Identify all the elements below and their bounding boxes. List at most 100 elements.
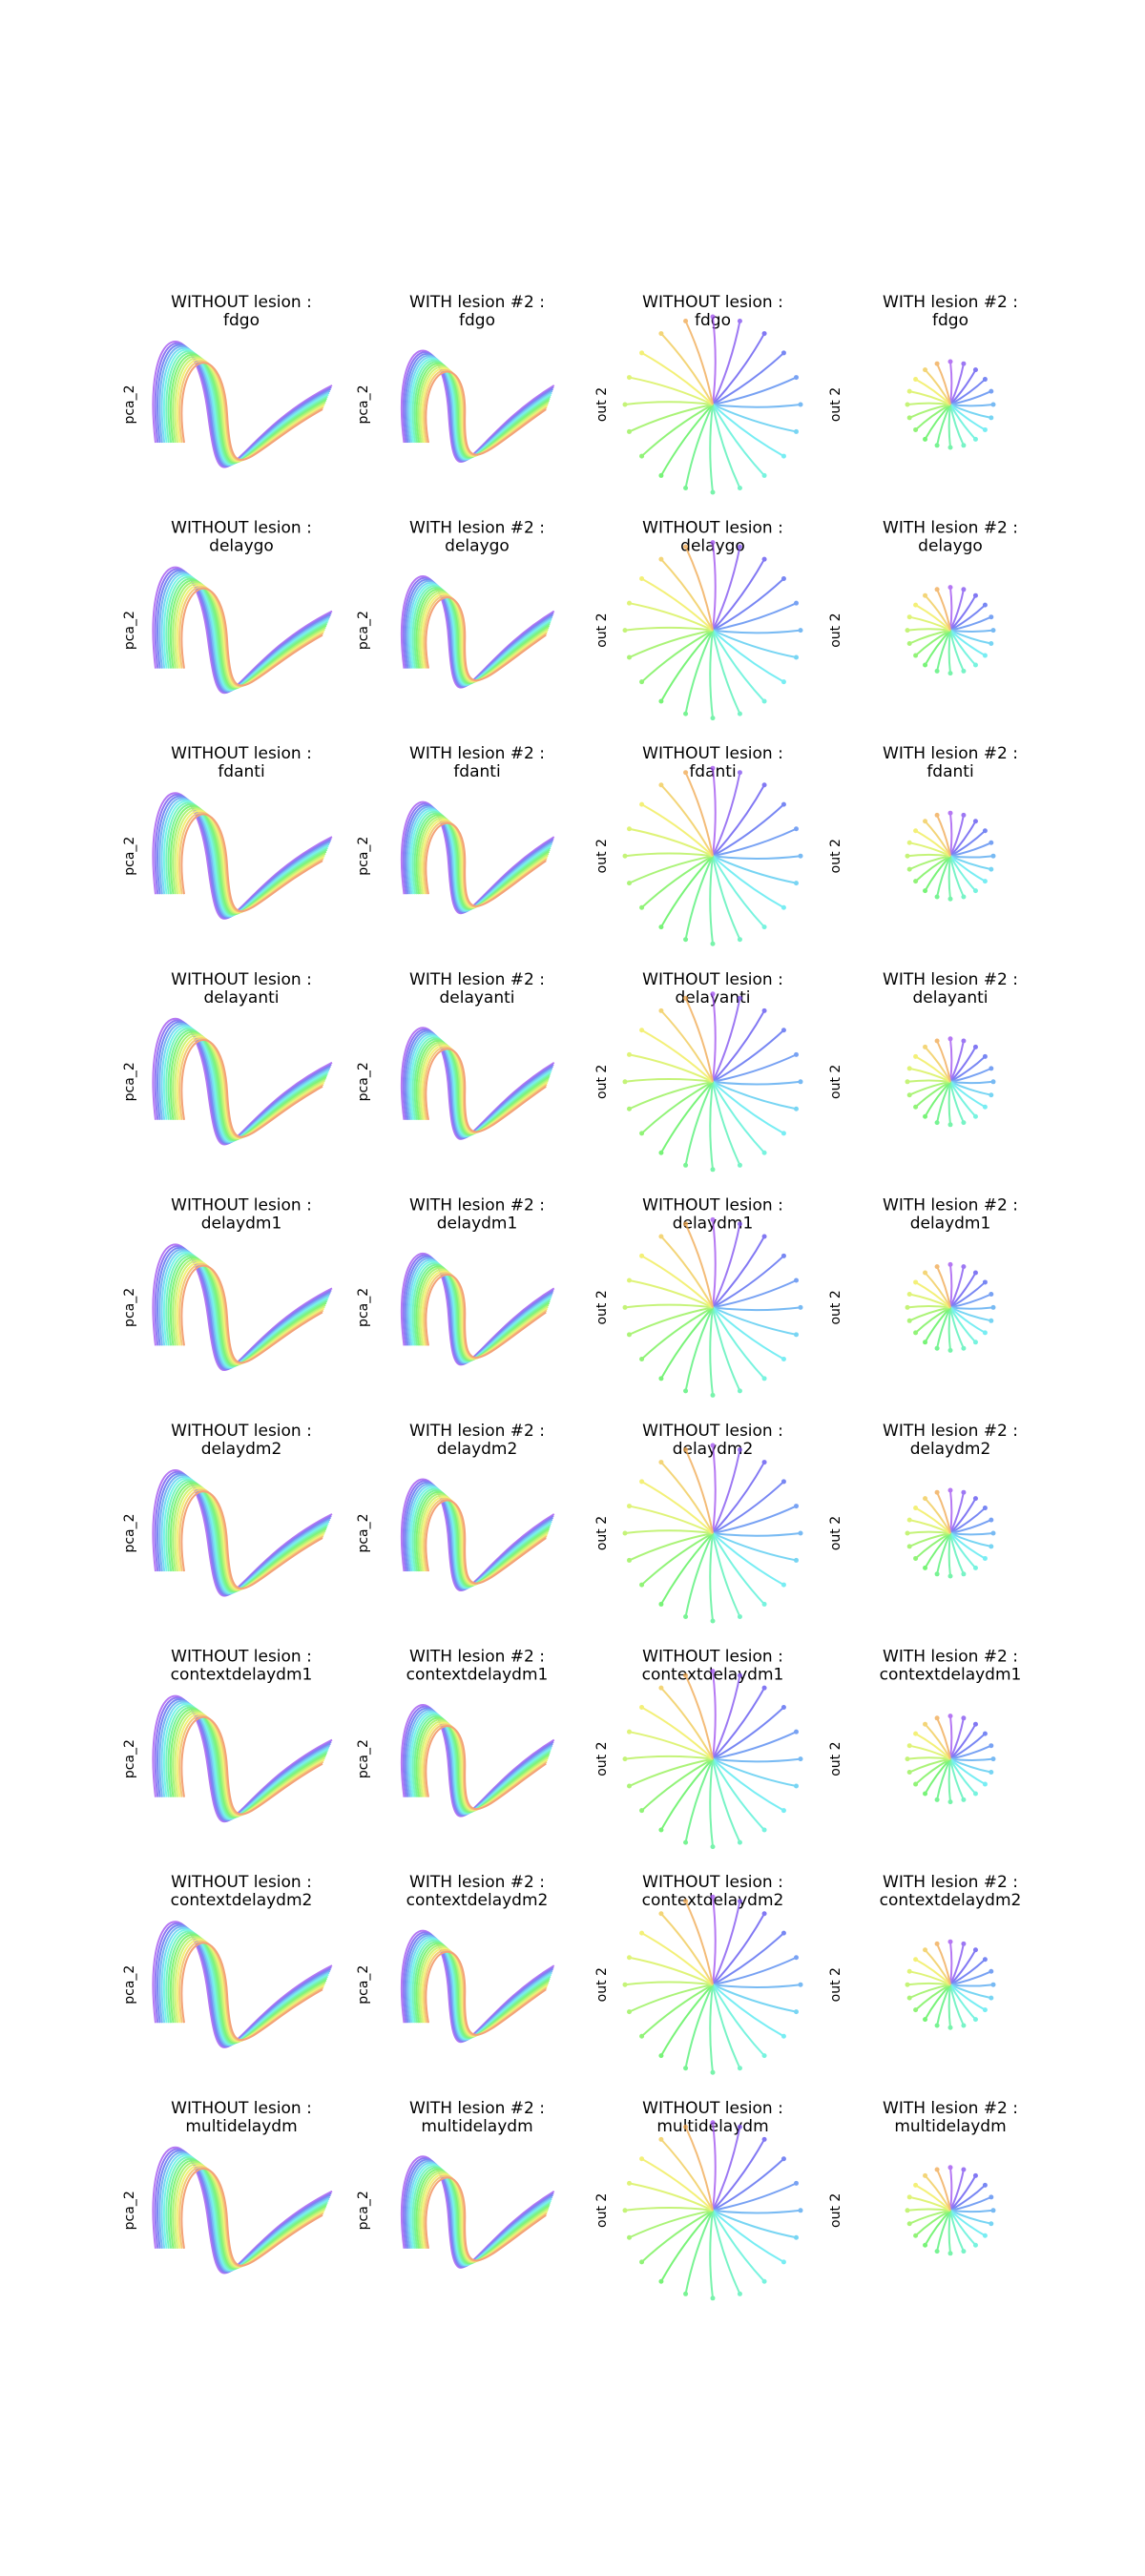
endpoint xyxy=(683,711,689,717)
trajectory xyxy=(949,1942,953,1985)
trajectory xyxy=(949,855,991,871)
endpoint xyxy=(913,1053,919,1059)
endpoint xyxy=(627,881,633,886)
trajectory xyxy=(712,1081,741,1166)
panel-title: fdgo xyxy=(932,311,968,330)
trajectory xyxy=(712,333,765,405)
trajectory xyxy=(629,404,714,433)
trajectory xyxy=(906,853,951,858)
panel-title: contextdelaydm1 xyxy=(880,1666,1022,1685)
panel-title: delaydm2 xyxy=(437,1440,518,1459)
endpoint xyxy=(913,1330,919,1336)
trajectory xyxy=(709,1081,714,1170)
endpoint xyxy=(622,402,628,407)
endpoint xyxy=(961,1038,967,1044)
endpoint xyxy=(906,1318,912,1323)
trajectory xyxy=(909,1744,951,1760)
endpoint xyxy=(627,1729,633,1735)
endpoint xyxy=(627,826,633,832)
trajectory xyxy=(712,1706,785,1760)
endpoint xyxy=(761,698,767,704)
endpoint xyxy=(710,1392,716,1398)
endpoint xyxy=(972,1947,978,1953)
endpoint xyxy=(982,426,988,432)
trajectory xyxy=(712,855,784,909)
endpoint xyxy=(982,1104,988,1110)
endpoint xyxy=(627,1783,633,1789)
endpoint xyxy=(934,361,940,366)
endpoint xyxy=(737,2066,742,2071)
endpoint xyxy=(982,2233,988,2238)
trajectory xyxy=(425,1274,547,1359)
trajectory xyxy=(409,1260,552,1363)
endpoint xyxy=(905,402,910,407)
endpoint xyxy=(627,1106,633,1111)
trajectory xyxy=(936,2169,951,2211)
panel-title: delayanti xyxy=(912,988,988,1008)
endpoint xyxy=(934,894,940,900)
trajectory xyxy=(160,572,330,692)
endpoint xyxy=(793,2234,799,2240)
trajectory xyxy=(924,1984,951,2021)
trajectory xyxy=(915,378,951,405)
endpoint xyxy=(710,1844,716,1850)
endpoint xyxy=(961,2249,967,2254)
trajectory xyxy=(924,594,951,632)
endpoint xyxy=(982,879,988,884)
trajectory xyxy=(949,361,953,405)
panel-title: delaygo xyxy=(445,537,510,556)
trajectories xyxy=(622,2120,803,2301)
trajectory xyxy=(180,1942,323,2042)
trajectory xyxy=(660,2210,714,2282)
trajectory xyxy=(936,1040,951,1082)
endpoint xyxy=(781,1028,786,1033)
y-axis-label: pca_2 xyxy=(122,2191,137,2230)
y-axis-label: out 2 xyxy=(594,839,610,873)
y-axis-label: out 2 xyxy=(828,2193,843,2228)
endpoint xyxy=(961,1489,967,1495)
trajectory xyxy=(425,1950,547,2036)
trajectory xyxy=(712,2138,765,2212)
trajectory xyxy=(425,1048,547,1133)
trajectory xyxy=(949,1081,986,1109)
endpoint xyxy=(639,2259,645,2265)
trajectory xyxy=(709,404,714,493)
y-axis-label: out 2 xyxy=(594,387,610,422)
endpoint xyxy=(627,654,633,660)
endpoint xyxy=(658,782,664,788)
endpoint xyxy=(658,1150,664,1155)
trajectory xyxy=(712,1913,765,1985)
trajectory xyxy=(949,2184,987,2212)
trajectory xyxy=(949,1758,977,1795)
endpoint xyxy=(905,1756,910,1762)
trajectory xyxy=(660,1306,714,1380)
endpoint xyxy=(972,1113,978,1119)
endpoint xyxy=(710,1669,716,1674)
trajectory xyxy=(909,1293,951,1309)
trajectories xyxy=(400,800,555,915)
endpoint xyxy=(658,1460,664,1465)
trajectory xyxy=(949,1949,977,1985)
endpoint xyxy=(923,2172,928,2178)
trajectory xyxy=(425,370,547,456)
panel-title: WITHOUT lesion : xyxy=(171,744,312,763)
endpoint xyxy=(923,1113,928,1119)
panel-title: contextdelaydm2 xyxy=(406,1891,549,1910)
endpoint xyxy=(989,1092,994,1098)
trajectory xyxy=(684,630,714,715)
y-axis-label: out 2 xyxy=(594,1065,610,1099)
endpoint xyxy=(761,2136,767,2142)
trajectory xyxy=(924,1723,951,1760)
y-axis-label: pca_2 xyxy=(356,384,371,424)
trajectory xyxy=(712,1757,797,1788)
panel-title: WITH lesion #2 : xyxy=(409,744,545,763)
endpoint xyxy=(972,662,978,668)
panel-title: WITHOUT lesion : xyxy=(642,1195,783,1215)
trajectory xyxy=(180,1039,323,1138)
trajectory xyxy=(712,1758,741,1843)
trajectory xyxy=(949,855,994,859)
trajectories xyxy=(152,1469,333,1597)
endpoint xyxy=(990,402,996,407)
endpoint xyxy=(683,319,689,324)
trajectory xyxy=(924,1081,951,1117)
